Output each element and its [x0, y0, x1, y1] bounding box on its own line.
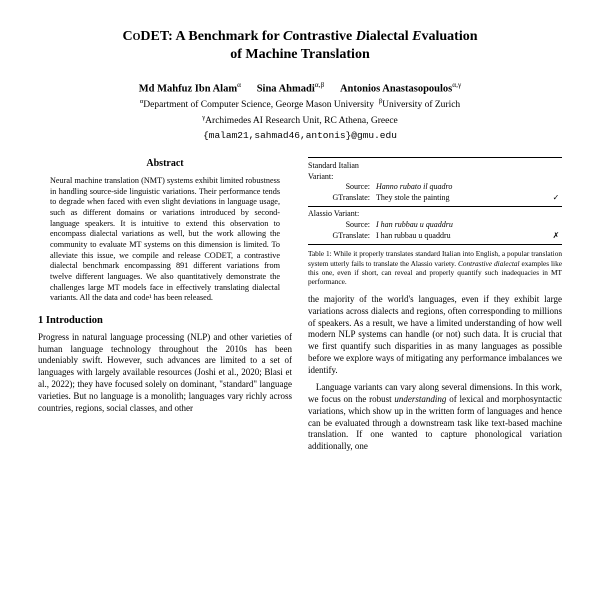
- affiliation-line-1: αDepartment of Computer Science, George …: [38, 98, 562, 112]
- abstract-text: Neural machine translation (NMT) systems…: [38, 176, 292, 304]
- ala-source-label: Source:: [308, 220, 370, 231]
- right-paragraph-1: the majority of the world's languages, e…: [308, 294, 562, 377]
- author-3: Antonios Anastasopoulos: [340, 84, 452, 95]
- std-source-label: Source:: [308, 182, 370, 193]
- ala-source-val: I han rubbau u quaddru: [376, 220, 544, 231]
- check-icon: ✓: [550, 193, 562, 204]
- table-1-caption: Table 1: While it properly translates st…: [308, 249, 562, 285]
- author-1: Md Mahfuz Ibn Alam: [139, 84, 237, 95]
- ala-gt-val: I han rubbau u quaddru: [376, 231, 544, 242]
- author-emails: {malam21,sahmad46,antonis}@gmu.edu: [38, 130, 562, 141]
- std-source-val: Hanno rubato il quadro: [376, 182, 544, 193]
- title-line-1: CoDET: A Benchmark for Contrastive Diale…: [123, 29, 478, 44]
- two-column-body: Abstract Neural machine translation (NMT…: [38, 157, 562, 453]
- table-divider: [308, 206, 562, 207]
- paper-page: CoDET: A Benchmark for Contrastive Diale…: [0, 0, 600, 453]
- std-gt-label: GTranslate:: [308, 193, 370, 204]
- example-table: Standard Italian Variant: Source: Hanno …: [308, 157, 562, 246]
- author-2: Sina Ahmadi: [257, 84, 315, 95]
- right-paragraph-2: Language variants can vary along several…: [308, 382, 562, 453]
- right-column: Standard Italian Variant: Source: Hanno …: [308, 157, 562, 453]
- abstract-heading: Abstract: [38, 157, 292, 170]
- section-1-heading: 1 Introduction: [38, 314, 292, 328]
- title-line-2: of Machine Translation: [230, 47, 370, 62]
- cross-icon: ✗: [550, 231, 562, 242]
- affiliation-line-2: γArchimedes AI Research Unit, RC Athena,…: [38, 114, 562, 128]
- paper-title: CoDET: A Benchmark for Contrastive Diale…: [38, 28, 562, 64]
- ala-variant-header: Alassio Variant:: [308, 209, 370, 220]
- ala-gt-label: GTranslate:: [308, 231, 370, 242]
- author-list: Md Mahfuz Ibn Alamα Sina Ahmadiα,β Anton…: [38, 80, 562, 95]
- std-gt-val: They stole the painting: [376, 193, 544, 204]
- left-column: Abstract Neural machine translation (NMT…: [38, 157, 292, 453]
- intro-paragraph-1: Progress in natural language processing …: [38, 332, 292, 415]
- std-variant-header: Standard Italian Variant:: [308, 161, 370, 183]
